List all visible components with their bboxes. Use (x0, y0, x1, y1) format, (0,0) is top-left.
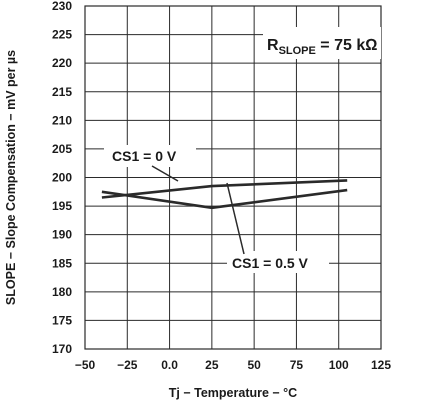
x-tick-label: 50 (247, 358, 261, 372)
x-tick-label: −25 (117, 358, 138, 372)
annotation-subscript: SLOPE (279, 45, 316, 57)
y-tick-label: 220 (52, 56, 72, 70)
annotation-suffix: = 75 kΩ (316, 37, 378, 54)
x-tick-label: 75 (290, 358, 304, 372)
annotation-prefix: R (267, 37, 279, 54)
leader-line (151, 165, 179, 182)
series-label-cs1-0v: CS1 = 0 V (104, 145, 196, 182)
y-axis-title: SLOPE − Slope Compensation − mV per µs (4, 50, 18, 305)
y-tick-label: 180 (52, 285, 72, 299)
series-line-2 (101, 188, 348, 210)
y-tick-label: 205 (52, 142, 72, 156)
y-tick-label: 175 (52, 313, 72, 327)
series-label-background (104, 145, 196, 167)
series-label-cs1-05v: CS1 = 0.5 V (226, 182, 329, 273)
x-axis-title: Tj − Temperature − °C (169, 386, 297, 400)
x-tick-label: 0.0 (161, 358, 178, 372)
y-tick-label: 230 (52, 0, 72, 13)
series-line-1 (101, 179, 348, 199)
annotation-background (263, 27, 381, 59)
y-tick-labels: 230 225 220 215 210 205 200 195 190 185 180 175 170 (52, 0, 72, 356)
y-tick-label: 210 (52, 113, 72, 127)
x-tick-label: 25 (205, 358, 219, 372)
annotation-text: RSLOPE = 75 kΩ (267, 37, 378, 57)
series-label-text: CS1 = 0.5 V (232, 255, 309, 271)
series-label-text: CS1 = 0 V (112, 148, 177, 164)
y-tick-label: 170 (52, 342, 72, 356)
y-tick-label: 215 (52, 85, 72, 99)
y-tick-label: 200 (52, 171, 72, 185)
leader-line (226, 182, 245, 255)
y-tick-label: 225 (52, 28, 72, 42)
y-tick-label: 195 (52, 199, 72, 213)
series-label-background (227, 251, 329, 273)
series-lines (101, 179, 348, 210)
x-tick-label: 100 (329, 358, 349, 372)
y-tick-label: 185 (52, 256, 72, 270)
x-tick-label: −50 (75, 358, 96, 372)
y-tick-label: 190 (52, 228, 72, 242)
plot-frame (84, 5, 382, 350)
x-tick-label: 125 (371, 358, 391, 372)
rslope-annotation: RSLOPE = 75 kΩ (263, 27, 381, 59)
x-tick-labels: −50 −25 0.0 25 50 75 100 125 (75, 358, 392, 372)
